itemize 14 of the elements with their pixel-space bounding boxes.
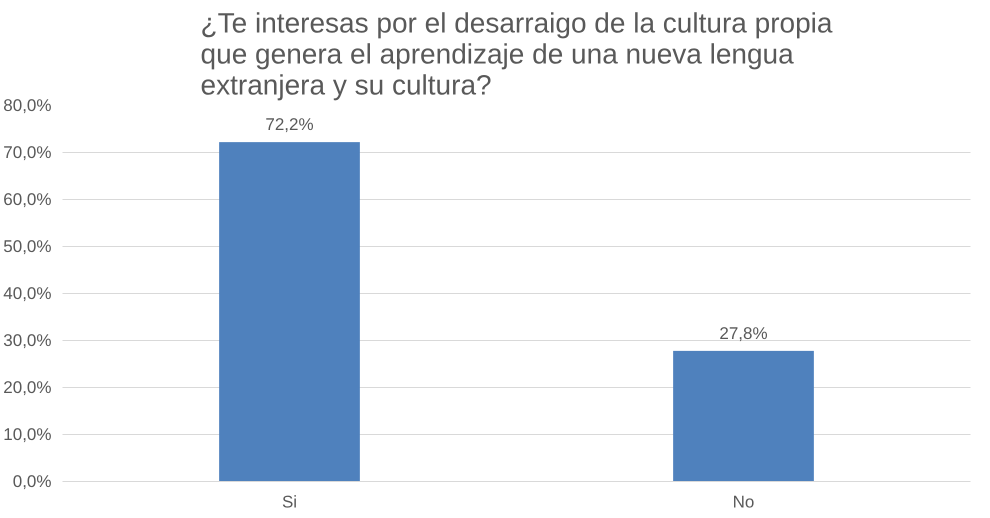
y-tick-label: 60,0% <box>3 190 52 209</box>
y-tick-label: 40,0% <box>3 284 52 303</box>
y-tick-label: 80,0% <box>3 96 52 115</box>
y-tick-label: 30,0% <box>3 331 52 350</box>
y-tick-label: 0,0% <box>12 472 52 491</box>
y-tick-label: 10,0% <box>3 425 52 444</box>
x-tick-label: Si <box>282 492 298 512</box>
data-label: 72,2% <box>265 115 314 134</box>
y-tick-label: 50,0% <box>3 237 52 256</box>
y-tick-label: 70,0% <box>3 143 52 162</box>
x-tick-label: No <box>732 492 754 512</box>
data-label: 27,8% <box>719 324 768 343</box>
chart-title: ¿Te interesas por el desarraigo de la cultura propia que genera el aprendizaje de una nueva lengua extranjera y su cultura? <box>200 8 833 100</box>
y-tick-label: 20,0% <box>3 378 52 397</box>
